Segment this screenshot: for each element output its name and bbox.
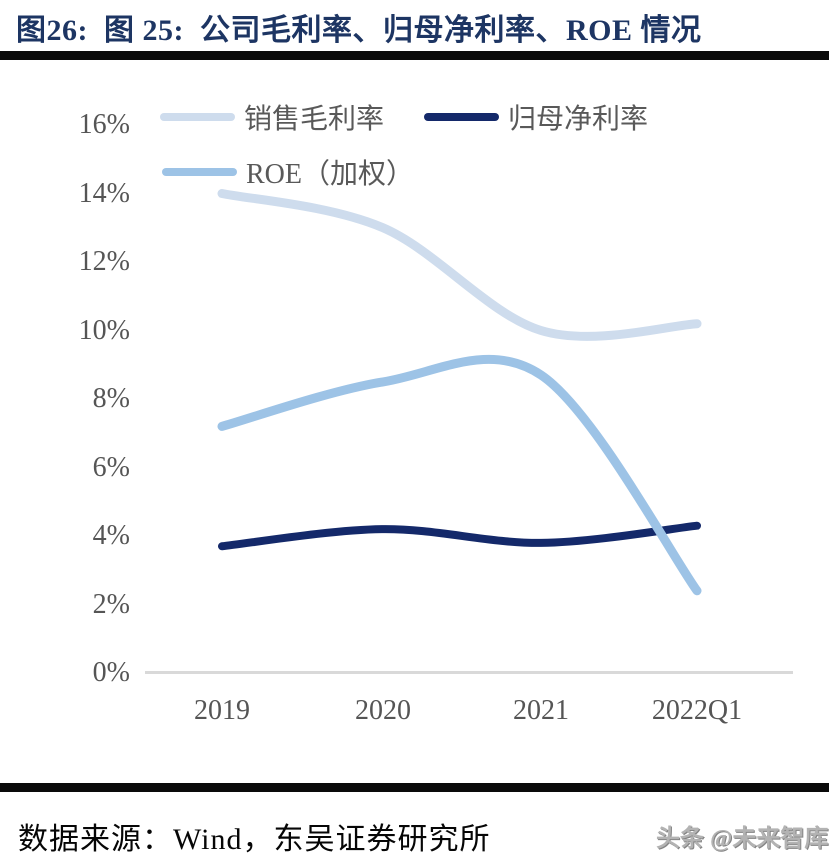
legend-item-net-margin: 归母净利率	[424, 100, 649, 135]
roe-line-swatch	[162, 168, 237, 176]
legend-item-roe: ROE（加权）	[162, 155, 415, 190]
y-tick-label: 12%	[78, 246, 130, 277]
roe-line	[217, 354, 702, 596]
gross-margin-line-swatch	[160, 113, 235, 121]
y-tick-label: 2%	[92, 588, 130, 620]
y-tick-label: 8%	[92, 383, 130, 414]
legend-label-roe: ROE（加权）	[246, 159, 415, 190]
y-tick-label: 6%	[92, 451, 130, 483]
watermark: 头条 @未来智库	[656, 826, 829, 852]
title-divider	[0, 51, 829, 60]
x-tick-label: 2021	[513, 695, 569, 726]
gross-margin-line	[217, 189, 702, 341]
legend-label-gross-margin: 销售毛利率	[244, 104, 385, 135]
x-tick-label: 2020	[355, 695, 411, 726]
y-tick-label: 4%	[92, 520, 130, 551]
x-tick-label: 2019	[194, 695, 250, 726]
y-tick-label: 10%	[78, 314, 130, 346]
net-margin-line	[218, 521, 701, 551]
data-source-note: 数据来源：Wind，东吴证券研究所	[18, 823, 491, 856]
x-tick-label: 2022Q1	[651, 695, 743, 726]
y-tick-label: 0%	[92, 657, 130, 688]
net-margin-line-swatch	[424, 113, 499, 121]
x-axis-line	[145, 671, 793, 674]
y-tick-label: 16%	[78, 109, 130, 140]
legend-label-net-margin: 归母净利率	[508, 104, 649, 135]
legend-item-gross-margin: 销售毛利率	[160, 100, 385, 135]
footer-divider	[0, 783, 829, 792]
y-tick-label: 14%	[78, 177, 130, 209]
figure-title: 图26: 图 25: 公司毛利率、归母净利率、ROE 情况	[16, 14, 702, 47]
